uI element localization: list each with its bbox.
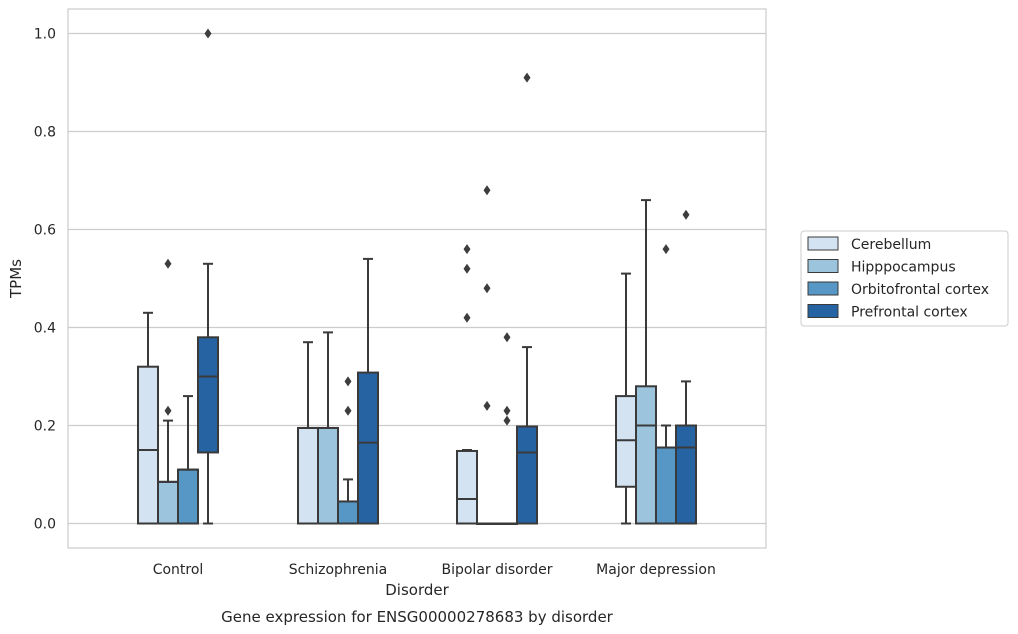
x-axis-label: Disorder — [385, 581, 449, 599]
box-body — [516, 425, 538, 525]
box-3-3 — [675, 209, 697, 525]
legend-entry: Cerebellum — [851, 237, 931, 253]
box-body — [675, 424, 697, 525]
box-0-1 — [297, 341, 319, 525]
y-tick-label: 0.0 — [34, 517, 56, 533]
outlier-point — [463, 244, 471, 255]
outlier-point — [164, 405, 172, 416]
outlier-point — [204, 28, 212, 39]
outlier-point — [483, 283, 491, 294]
box-1-0 — [157, 258, 179, 525]
legend-entry: Orbitofrontal cortex — [851, 282, 989, 298]
y-tick-label: 1.0 — [34, 27, 56, 43]
outlier-point — [682, 209, 690, 220]
box-3-1 — [357, 257, 379, 525]
box-body — [157, 480, 179, 525]
box-2-2 — [496, 332, 518, 525]
outlier-point — [503, 332, 511, 343]
outlier-point — [483, 185, 491, 196]
box-body — [615, 395, 637, 488]
y-tick-label: 0.4 — [34, 321, 56, 337]
outlier-point — [463, 263, 471, 274]
box-1-2 — [476, 185, 498, 525]
outlier-point — [503, 405, 511, 416]
box-2-0 — [177, 395, 199, 525]
box-body — [357, 371, 379, 525]
y-tick-labels: 0.0 0.2 0.4 0.6 0.8 1.0 — [34, 27, 56, 533]
legend-swatch — [807, 304, 839, 318]
plot-frame — [67, 8, 767, 549]
box-body — [177, 468, 199, 525]
box-body — [317, 426, 339, 525]
legend-swatch — [807, 281, 839, 296]
x-tick-label: Control — [153, 562, 204, 578]
outlier-point — [344, 376, 352, 387]
box-1-3 — [635, 199, 657, 525]
box-2-3 — [655, 244, 677, 525]
outlier-point — [344, 405, 352, 416]
box-0-0 — [137, 311, 159, 525]
box-1-1 — [317, 331, 339, 525]
legend-swatch — [807, 236, 839, 251]
box-body — [297, 426, 319, 525]
chart-title: Gene expression for ENSG00000278683 by d… — [221, 608, 614, 626]
boxes — [137, 28, 697, 525]
outlier-point — [503, 415, 511, 426]
y-tick-label: 0.6 — [34, 223, 56, 239]
box-body — [655, 446, 677, 525]
outlier-point — [662, 244, 670, 255]
box-body — [197, 336, 219, 454]
box-0-3 — [615, 272, 637, 525]
legend-entry: Prefrontal cortex — [851, 305, 968, 321]
legend-swatch — [807, 259, 839, 273]
legend-entry: Hipppocampus — [851, 260, 956, 276]
box-2-1 — [337, 376, 359, 525]
y-axis-label: TPMs — [7, 259, 25, 299]
legend: Cerebellum Hipppocampus Orbitofrontal cort… — [800, 230, 1009, 327]
x-tick-labels: Control Schizophrenia Bipolar disorder Majo… — [153, 562, 716, 578]
legend-frame — [800, 230, 1009, 327]
x-tick-label: Schizophrenia — [289, 562, 387, 578]
x-tick-label: Bipolar disorder — [441, 562, 552, 578]
x-tick-label: Major depression — [596, 562, 716, 578]
outlier-point — [463, 312, 471, 323]
outlier-point — [164, 258, 172, 269]
y-tick-label: 0.8 — [34, 125, 56, 141]
box-0-2 — [456, 244, 478, 525]
box-body — [137, 365, 159, 525]
outlier-point — [483, 400, 491, 411]
y-tick-label: 0.2 — [34, 419, 56, 435]
box-body — [456, 449, 478, 525]
outlier-point — [523, 72, 531, 83]
box-body — [635, 385, 657, 525]
box-3-2 — [516, 72, 538, 525]
box-body — [337, 500, 359, 525]
box-3-0 — [197, 28, 219, 525]
